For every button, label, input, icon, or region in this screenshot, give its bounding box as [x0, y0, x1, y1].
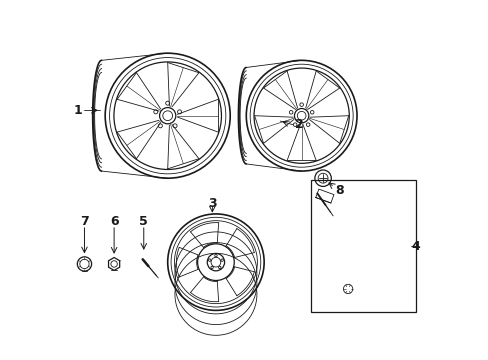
Bar [310, 180, 415, 312]
Text: 3: 3 [207, 197, 216, 210]
Text: 1: 1 [73, 104, 82, 117]
Text: 7: 7 [80, 215, 89, 228]
Text: 2: 2 [294, 118, 303, 131]
Text: 4: 4 [411, 240, 420, 253]
Text: 6: 6 [110, 215, 118, 228]
Text: 5: 5 [139, 215, 147, 228]
Text: 8: 8 [334, 184, 343, 197]
